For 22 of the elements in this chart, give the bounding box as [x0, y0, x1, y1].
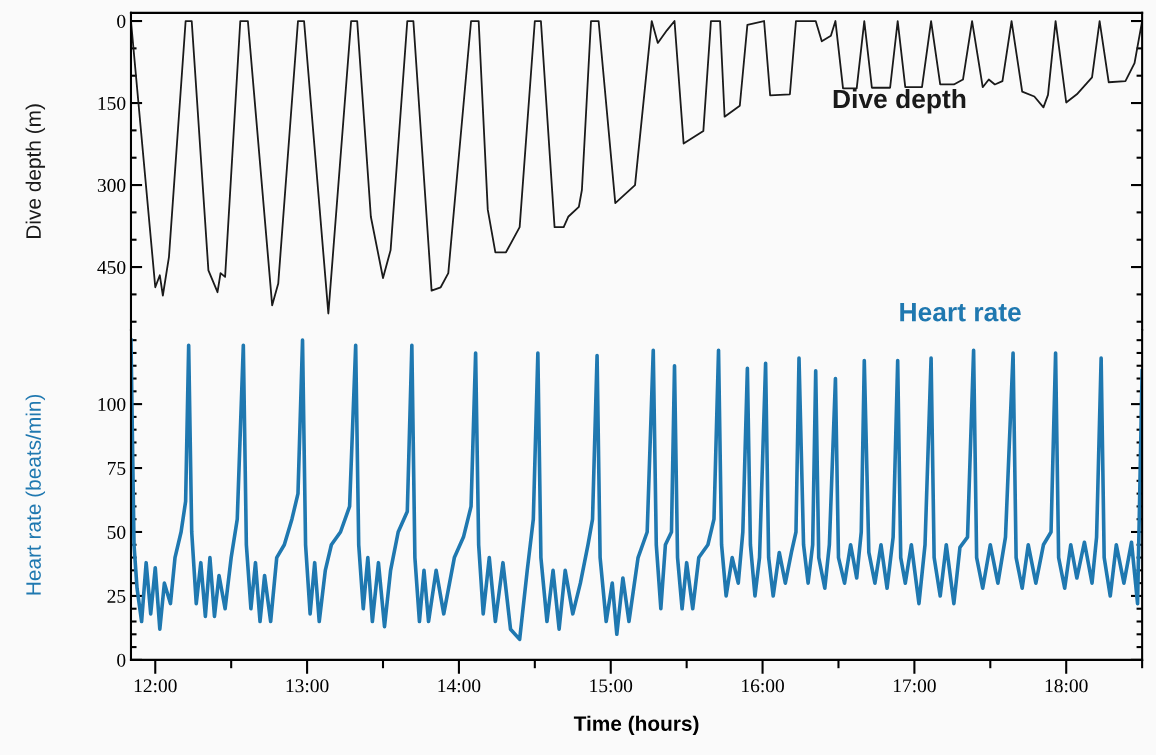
line-series — [130, 338, 1143, 642]
x-tick-label: 15:00 — [590, 679, 633, 693]
series-label: Dive depth — [833, 88, 966, 114]
series-label: Heart rate — [900, 303, 1021, 322]
y-tick-label: 75 — [107, 462, 126, 475]
x-tick-label: 17:00 — [893, 679, 936, 693]
y-tick-label: 150 — [98, 96, 126, 110]
x-tick-label: 14:00 — [438, 679, 481, 693]
y-tick-label: 450 — [97, 260, 126, 274]
y-axis-title: Dive depth (m) — [25, 104, 46, 238]
y-tick-label: 0 — [117, 653, 126, 667]
y-tick-label: 50 — [107, 525, 126, 539]
y-tick-label: 300 — [97, 178, 126, 192]
y-tick-label: 0 — [117, 14, 126, 28]
y-tick-label: 25 — [107, 589, 126, 603]
x-axis-title: Time (hours) — [573, 715, 699, 736]
x-tick-label: 13:00 — [286, 679, 329, 693]
x-tick-label: 12:00 — [134, 679, 177, 693]
y-tick-label: 100 — [98, 397, 126, 412]
y-axis-title: Heart rate (beats/min) — [25, 394, 46, 595]
x-tick-label: 16:00 — [742, 679, 784, 693]
x-tick-label: 18:00 — [1045, 679, 1088, 693]
